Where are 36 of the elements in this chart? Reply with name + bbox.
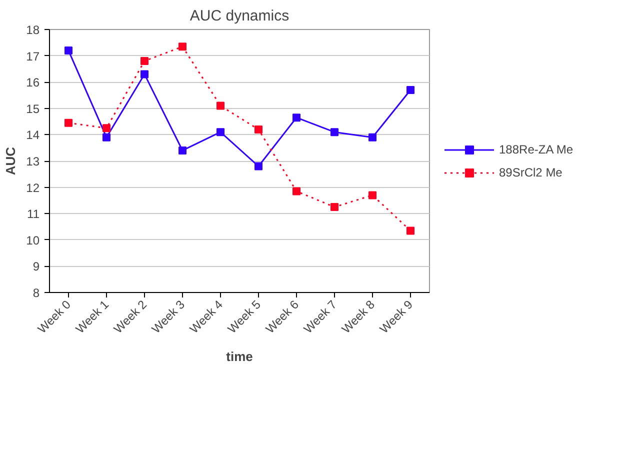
- chart-title: AUC dynamics: [190, 8, 290, 24]
- legend-label: 89SrCl2 Me: [499, 165, 562, 179]
- x-axis-title: time: [226, 349, 253, 364]
- point: [254, 162, 262, 170]
- point: [406, 226, 414, 235]
- point: [178, 42, 186, 51]
- point: [102, 124, 110, 132]
- y-tick-label: 16: [26, 76, 40, 90]
- y-tick-label: 10: [26, 233, 40, 248]
- y-tick-label: 13: [26, 154, 40, 168]
- point: [64, 46, 72, 55]
- point: [406, 86, 414, 94]
- legend-label: 188Re-ZA Me: [499, 142, 574, 156]
- point: [254, 125, 262, 134]
- point: [140, 57, 148, 66]
- point: [368, 191, 376, 200]
- y-tick-label: 11: [27, 207, 40, 222]
- y-tick-label: 18: [26, 23, 40, 37]
- point: [330, 203, 338, 212]
- point: [140, 70, 148, 78]
- y-tick-label: 12: [26, 180, 40, 195]
- point: [292, 187, 300, 196]
- point: [64, 118, 72, 127]
- point: [216, 128, 224, 136]
- y-tick-label: 8: [32, 286, 40, 300]
- y-tick-label: 14: [26, 128, 40, 142]
- y-tick-label: 15: [26, 102, 40, 116]
- point: [292, 114, 300, 122]
- point: [102, 133, 110, 142]
- point: [368, 133, 376, 142]
- point: [216, 102, 224, 110]
- point: [178, 146, 186, 154]
- y-tick-label: 17: [26, 49, 40, 64]
- y-axis-title: AUC: [3, 146, 18, 176]
- point: [330, 128, 338, 136]
- y-tick-label: 9: [32, 260, 40, 274]
